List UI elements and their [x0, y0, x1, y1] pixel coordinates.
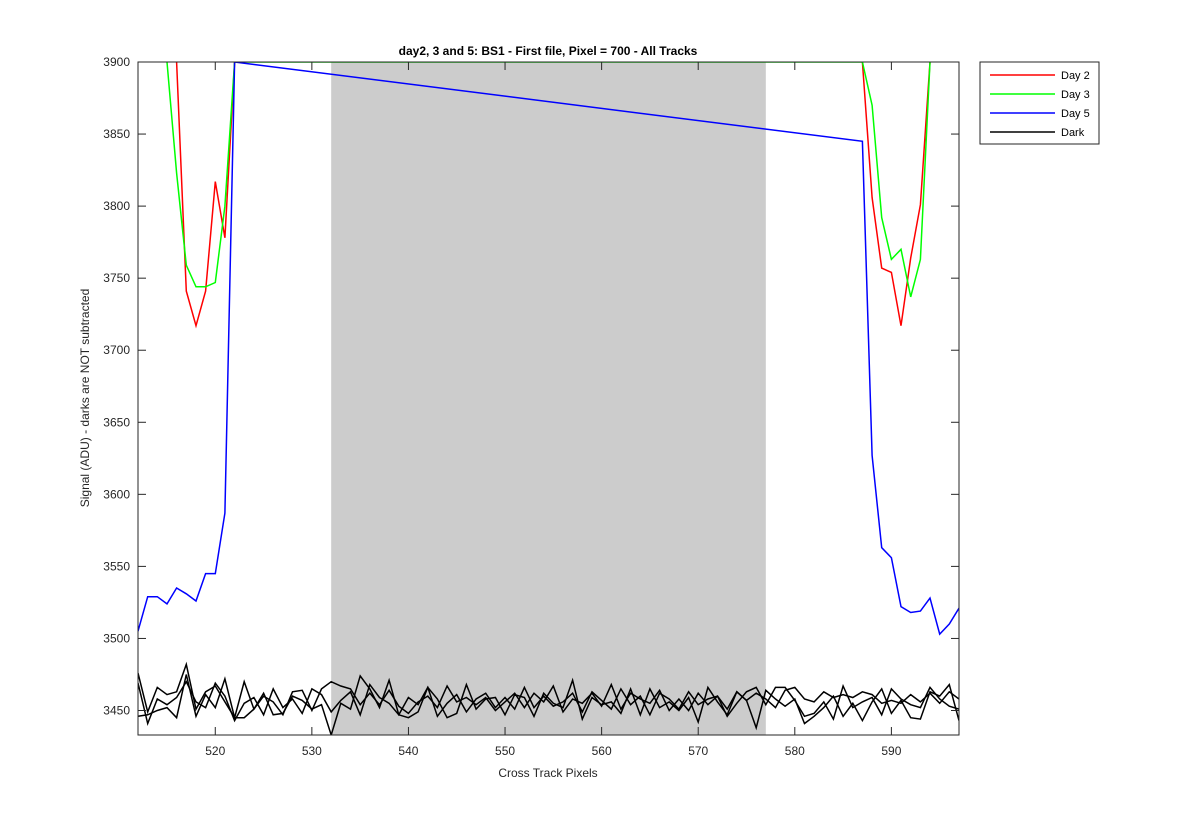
y-tick-label: 3700 [103, 343, 130, 357]
y-tick-label: 3550 [103, 559, 130, 573]
plot-frame [137, 61, 960, 736]
legend-label: Dark [1061, 127, 1085, 139]
shaded-region [331, 62, 766, 735]
legend: Day 2 Day 3 Day 5 Dark [979, 61, 1100, 145]
series-line-day-3 [166, 62, 931, 298]
y-tick-label: 3500 [103, 631, 130, 645]
series-line-day-2 [175, 62, 931, 329]
legend-label: Day 5 [1061, 108, 1090, 120]
x-tick-label: 520 [205, 744, 225, 758]
x-tick-label: 590 [881, 744, 901, 758]
series-line-dark [138, 661, 959, 720]
y-tick-label: 3850 [103, 127, 130, 141]
x-tick-label: 540 [398, 744, 418, 758]
legend-label: Day 2 [1061, 70, 1090, 82]
y-tick-label: 3900 [103, 55, 130, 69]
x-axis-label: Cross Track Pixels [498, 766, 597, 780]
series-line-dark-track-5 [138, 674, 959, 735]
y-tick-label: 3450 [103, 704, 130, 718]
x-tick-label: 530 [302, 744, 322, 758]
y-tick-label: 3650 [103, 415, 130, 429]
y-tick-label: 3600 [103, 487, 130, 501]
x-tick-label: 580 [785, 744, 805, 758]
x-tick-label: 550 [495, 744, 515, 758]
chart-title: day2, 3 and 5: BS1 - First file, Pixel =… [399, 44, 698, 58]
legend-label: Day 3 [1061, 89, 1090, 101]
series-line-day-5 [138, 62, 959, 636]
y-tick-label: 3800 [103, 199, 130, 213]
y-axis-label: Signal (ADU) - darks are NOT subtracted [78, 289, 92, 508]
series-line-dark-track-4 [138, 680, 959, 726]
y-tick-label: 3750 [103, 271, 130, 285]
x-tick-label: 560 [592, 744, 612, 758]
x-tick-label: 570 [688, 744, 708, 758]
